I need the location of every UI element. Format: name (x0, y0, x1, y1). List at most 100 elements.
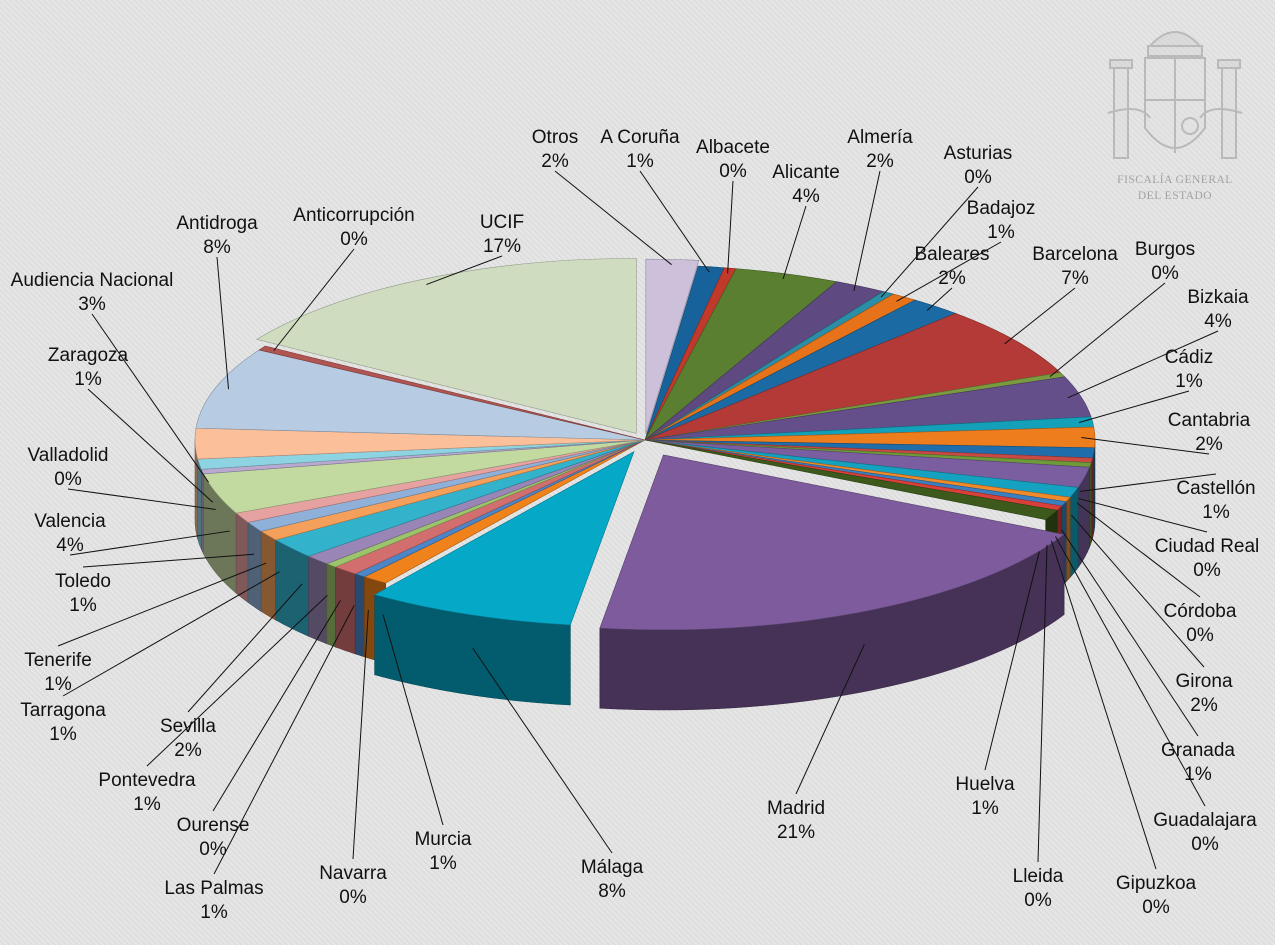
leader-line (554, 170, 672, 266)
slice-label-percent: 0% (1142, 897, 1170, 918)
slice-label-name: Granada (1161, 740, 1235, 761)
slice-label-name: Ourense (177, 815, 250, 836)
slice-madrid (599, 454, 1065, 631)
slice-label-name: Zaragoza (48, 345, 129, 366)
leader-line (212, 600, 341, 812)
leader-line (273, 248, 355, 352)
leader-line (146, 594, 328, 767)
slice-label: Guadalajara 0% (1153, 810, 1257, 855)
slice-label-name: Valladolid (28, 445, 109, 466)
slice-label-percent: 1% (200, 902, 228, 923)
slice-label: Audiencia Nacional 3% (11, 270, 174, 315)
leader-line (426, 255, 503, 286)
slice-label-percent: 1% (74, 369, 102, 390)
slice-label-percent: 0% (199, 839, 227, 860)
leader-line (1078, 498, 1208, 533)
slice-label-percent: 1% (1184, 764, 1212, 785)
slice-label-percent: 0% (1191, 834, 1219, 855)
slice-label-name: Bizkaia (1187, 287, 1249, 308)
emblem-title-line-2: DEL ESTADO (1137, 190, 1213, 202)
slice-label: Lleida 0% (1013, 866, 1064, 911)
slice-label-percent: 4% (1204, 311, 1232, 332)
slice-label-name: UCIF (480, 212, 524, 233)
slice-label: Tarragona 1% (20, 700, 106, 745)
leader-line (216, 256, 230, 390)
slice-label: Málaga 8% (581, 857, 644, 902)
leader-line (639, 170, 710, 273)
slice-label-percent: 1% (626, 151, 654, 172)
slice-label: Pontevedra 1% (98, 770, 196, 815)
leader-line (880, 186, 979, 298)
slice-label-percent: 4% (56, 535, 84, 556)
slice-label-name: Antidroga (176, 213, 258, 234)
slice-label-name: Otros (532, 127, 578, 148)
slice-label-name: Badajoz (967, 198, 1036, 219)
slice-label: Cantabria 2% (1168, 410, 1251, 455)
slice-label-percent: 21% (777, 822, 815, 843)
slice-label: Las Palmas 1% (164, 878, 263, 923)
slice-label-name: Murcia (414, 829, 471, 850)
slice-label-percent: 1% (429, 853, 457, 874)
slice-label-name: Navarra (319, 863, 387, 884)
slice-label-percent: 8% (598, 881, 626, 902)
slice-label-percent: 2% (174, 740, 202, 761)
leader-line (82, 553, 255, 568)
slice-label-name: Guadalajara (1153, 810, 1257, 831)
slice-ucif (255, 258, 637, 434)
slice-antidroga (195, 349, 646, 441)
slice-side-las-palmas (335, 566, 356, 655)
slice-label-name: Las Palmas (164, 878, 263, 899)
slice-label-name: Cádiz (1165, 347, 1214, 368)
slice-label: A Coruña 1% (600, 127, 680, 172)
slice-label-percent: 1% (133, 794, 161, 815)
slice-label-name: Huelva (955, 774, 1015, 795)
slice-label: Cádiz 1% (1165, 347, 1214, 392)
pie-slices (194, 258, 1096, 711)
slice-label-name: Pontevedra (98, 770, 196, 791)
slice-label-name: Baleares (915, 244, 990, 265)
slice-label-name: Albacete (696, 137, 770, 158)
slice-label-percent: 0% (54, 469, 82, 490)
slice-label-percent: 2% (938, 268, 966, 289)
slice-label: Antidroga 8% (176, 213, 258, 258)
slice-anticorrupción (258, 345, 646, 441)
leader-line (87, 388, 214, 503)
slice-label-percent: 0% (340, 229, 368, 250)
slice-label: Zaragoza 1% (48, 345, 129, 390)
slice-label-name: Madrid (767, 798, 825, 819)
slice-label-name: Burgos (1135, 239, 1195, 260)
leader-line (727, 180, 734, 274)
slice-label: Granada 1% (1161, 740, 1235, 785)
slice-label-name: Málaga (581, 857, 644, 878)
leader-line (896, 241, 1002, 302)
leader-line (1076, 502, 1201, 598)
slice-label-percent: 0% (1151, 263, 1179, 284)
slice-label: Murcia 1% (414, 829, 471, 874)
leader-line (853, 170, 881, 292)
slice-label-name: A Coruña (600, 127, 680, 148)
slice-label-percent: 7% (1061, 268, 1089, 289)
leader-line (782, 205, 807, 280)
slice-label-percent: 2% (866, 151, 894, 172)
slice-label: Sevilla 2% (160, 716, 216, 761)
leader-line (1049, 282, 1166, 378)
slice-label: Ciudad Real 0% (1155, 536, 1260, 581)
slice-label-name: Tarragona (20, 700, 106, 721)
slice-label-percent: 1% (49, 724, 77, 745)
slice-barcelona (644, 313, 1061, 441)
slice-label: Castellón 1% (1176, 478, 1255, 523)
slice-label-percent: 4% (792, 186, 820, 207)
slice-label-percent: 1% (1175, 371, 1203, 392)
slice-label-name: Castellón (1176, 478, 1255, 499)
leader-line (926, 287, 953, 311)
slice-label-percent: 3% (78, 294, 106, 315)
slice-label-name: Cantabria (1168, 410, 1251, 431)
leader-line (62, 571, 280, 697)
slice-label: Girona 2% (1175, 671, 1232, 716)
slice-label: Albacete 0% (696, 137, 770, 182)
slice-label-name: Lleida (1013, 866, 1064, 887)
slice-label: Toledo 1% (55, 571, 111, 616)
leader-line (1081, 436, 1210, 455)
leader-line (1067, 330, 1219, 399)
